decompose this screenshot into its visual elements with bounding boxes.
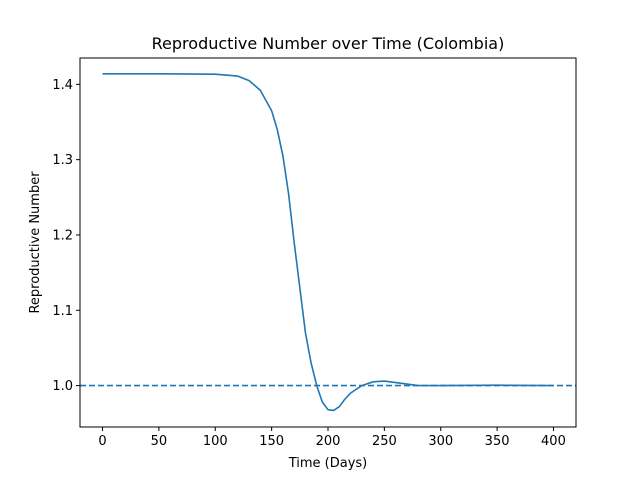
plot-area (80, 73, 576, 412)
series-line-0 (102, 73, 554, 412)
x-tick-label-100: 100 (203, 434, 228, 449)
y-tick-label-3: 1.3 (52, 153, 73, 168)
y-tick-label-4: 1.4 (52, 78, 73, 93)
chart-title: Reproductive Number over Time (Colombia) (152, 34, 505, 53)
x-axis-label: Time (Days) (288, 456, 368, 471)
x-tick-label-150: 150 (259, 434, 284, 449)
x-tick-label-50: 50 (151, 434, 168, 449)
y-tick-label-1: 1.1 (52, 304, 73, 319)
x-tick-label-0: 0 (98, 434, 106, 449)
x-axis: 0 50 100 150 200 250 300 350 400 (98, 427, 566, 449)
y-axis: 1.0 1.1 1.2 1.3 1.4 (52, 78, 80, 394)
x-tick-label-250: 250 (372, 434, 397, 449)
y-tick-label-0: 1.0 (52, 379, 73, 394)
x-tick-label-400: 400 (541, 434, 566, 449)
y-tick-label-2: 1.2 (52, 228, 73, 243)
x-tick-label-200: 200 (316, 434, 341, 449)
x-tick-label-350: 350 (485, 434, 510, 449)
x-tick-label-300: 300 (428, 434, 453, 449)
y-axis-label: Reproductive Number (28, 171, 43, 314)
